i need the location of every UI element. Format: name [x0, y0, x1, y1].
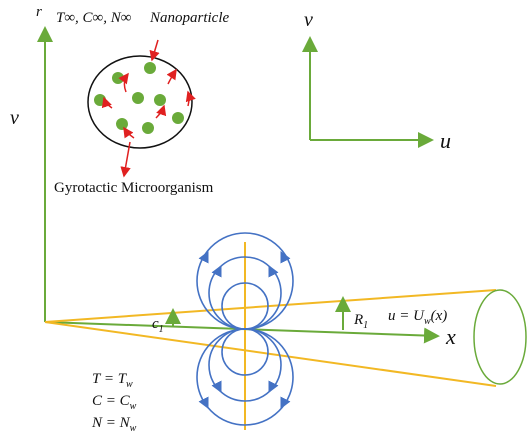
wall-condition: T = Tw — [92, 371, 133, 390]
c1-text: c — [152, 316, 159, 332]
wall-conditions: T = TwC = CwN = Nw — [91, 371, 137, 434]
r1-label: R1 — [353, 312, 368, 331]
wall-condition: N = Nw — [91, 415, 137, 434]
wall-condition-sub: w — [130, 401, 137, 412]
bv-sub: w — [424, 316, 431, 327]
wall-condition-sub: w — [126, 379, 133, 390]
r1-sub: 1 — [363, 320, 368, 331]
cylinder-end — [473, 289, 527, 385]
nanoparticles — [94, 62, 184, 134]
v-label: v — [10, 107, 19, 129]
v-axis-label: v — [304, 9, 313, 31]
wall-condition: C = Cw — [92, 393, 137, 412]
bv-suffix: (x) — [431, 308, 448, 324]
boundary-velocity: u = Uw(x) — [388, 308, 447, 327]
microorganism-label: Gyrotactic Microorganism — [54, 180, 214, 196]
microorganisms — [101, 39, 196, 178]
wall-condition-text: N = N — [91, 415, 131, 431]
c1-label: c1 — [152, 316, 164, 335]
x-label: x — [445, 324, 456, 349]
r-label: r — [36, 4, 42, 20]
wall-condition-text: C = C — [92, 393, 131, 409]
u-axis-label: u — [440, 128, 451, 153]
c1-sub: 1 — [159, 324, 164, 335]
r1-text: R — [353, 312, 363, 328]
surface-upper — [44, 289, 497, 323]
surface-lower — [44, 321, 497, 387]
wall-condition-text: T = T — [92, 371, 128, 387]
streamlines — [196, 232, 294, 426]
nanoparticle-label: Nanoparticle — [149, 10, 230, 26]
wall-condition-sub: w — [130, 423, 137, 434]
bv-text: u = U — [388, 308, 425, 324]
ambient-conditions: T∞, C∞, N∞ — [56, 10, 132, 26]
